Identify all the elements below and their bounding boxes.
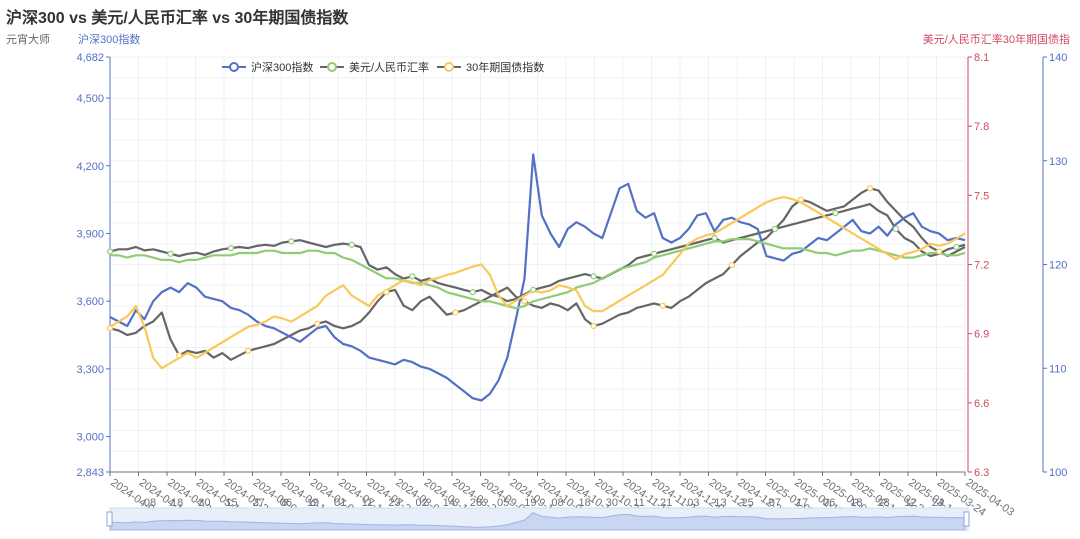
data-zoom-label: 12 — [905, 497, 917, 509]
right-axis-1-tick-label: 6.3 — [974, 467, 989, 479]
chart-title: 沪深300 vs 美元/人民币汇率 vs 30年期国债指数 — [6, 10, 349, 27]
data-point-bond30 — [521, 298, 528, 305]
left-axis-tick-label: 3,900 — [76, 228, 104, 240]
data-zoom-label: 25 — [742, 497, 754, 509]
right-axis-1-tick-label: 6.6 — [974, 398, 989, 410]
data-zoom-label: 26 — [470, 497, 482, 509]
left-axis-tick-label: 3,300 — [76, 364, 104, 376]
left-axis-tick-label: 4,682 — [76, 52, 104, 64]
legend-marker-2[interactable] — [444, 62, 454, 72]
right-axis-1-tick-label: 7.5 — [974, 190, 989, 202]
data-zoom-label: 06 — [280, 497, 292, 509]
right-axis-2-tick-label: 110 — [1049, 363, 1067, 375]
data-zoom-label: 19 — [524, 497, 536, 509]
data-point-usdcny — [650, 250, 658, 257]
data-zoom-label: 17 — [796, 497, 808, 509]
data-zoom-handle-right[interactable] — [963, 511, 970, 527]
right-axis-1-tick-label: 6.9 — [974, 329, 989, 341]
left-axis-tick-label: 2,843 — [76, 467, 104, 479]
series-line-gray-2 — [109, 187, 966, 361]
data-zoom-label: 01 — [334, 497, 346, 509]
data-zoom-label: 18 — [850, 497, 862, 509]
data-zoom-label: 19 — [307, 497, 319, 509]
data-point-usdcny — [590, 273, 597, 280]
data-zoom-label: 02 — [416, 497, 428, 509]
data-zoom-label: 11 — [362, 497, 373, 509]
data-zoom-label: 06 — [823, 497, 835, 509]
data-zoom-label: 28 — [877, 497, 889, 509]
data-zoom-label: 23 — [388, 497, 400, 509]
legend-item-0[interactable]: 沪深300指数 — [251, 60, 313, 74]
data-point-usdcny — [530, 286, 537, 293]
data-point-usdcny — [832, 210, 839, 217]
left-axis-tick-label: 4,500 — [76, 93, 104, 105]
data-zoom-label: 14 — [443, 497, 455, 509]
data-zoom-label: 18 — [171, 497, 183, 509]
series-line-1 — [110, 238, 966, 310]
data-point-usdcny — [953, 243, 960, 251]
data-point-usdcny — [106, 248, 114, 255]
data-point-usdcny — [227, 245, 235, 252]
data-point-bond30 — [590, 322, 597, 330]
data-point-usdcny — [892, 225, 900, 233]
data-point-usdcny — [348, 241, 355, 248]
right-axis-1-tick-label: 8.1 — [974, 52, 989, 64]
series-line-gray-1 — [109, 203, 966, 303]
data-point-bond30 — [452, 309, 459, 316]
data-point-bond30 — [175, 352, 183, 359]
data-zoom-label: 18 — [579, 497, 591, 509]
data-point-bond30 — [728, 261, 735, 269]
series-line-0 — [109, 153, 966, 402]
right-axis-1-tick-label: 7.8 — [974, 121, 989, 133]
data-zoom-label: 30 — [198, 497, 210, 509]
legend-item-2[interactable]: 30年期国债指数 — [466, 60, 544, 74]
source-label: 元宵大师 — [6, 34, 50, 46]
data-zoom-label: 11 — [633, 497, 644, 509]
right-axis-2-tick-label: 140 — [1049, 52, 1067, 64]
legend-marker-0[interactable] — [229, 62, 239, 72]
data-point-bond30 — [866, 185, 874, 192]
left-axis-tick-label: 3,600 — [76, 296, 104, 308]
data-zoom-preview — [109, 512, 966, 531]
left-axis-tick-label: 3,000 — [76, 432, 104, 444]
data-zoom-label: 30 — [606, 497, 618, 509]
left-axis-name: 沪深300指数 — [78, 34, 141, 46]
data-zoom-label: 13 — [714, 497, 726, 509]
right-axis-2-tick-label: 120 — [1049, 260, 1067, 272]
data-point-bond30 — [797, 196, 805, 203]
data-zoom-label: 03 — [687, 497, 699, 509]
data-point-usdcny — [771, 225, 779, 233]
left-axis-tick-label: 4,200 — [76, 161, 104, 173]
right-axis-2-tick-label: 100 — [1049, 467, 1067, 479]
right-axis-2-tick-label: 130 — [1049, 156, 1067, 168]
data-point-bond30 — [383, 289, 390, 296]
data-zoom-label: 21 — [660, 497, 672, 509]
data-zoom-label: 05 — [497, 497, 509, 509]
right-axis-name: 美元/人民币汇率30年期国债指 — [922, 34, 1070, 46]
legend-marker-1[interactable] — [327, 62, 337, 72]
data-zoom-handle-left[interactable] — [106, 511, 113, 527]
data-point-bond30 — [935, 248, 943, 255]
data-point-usdcny — [288, 238, 295, 245]
data-point-bond30 — [659, 302, 666, 309]
data-point-usdcny — [167, 250, 174, 257]
data-point-bond30 — [106, 325, 114, 332]
data-point-usdcny — [409, 273, 416, 280]
legend-item-1[interactable]: 美元/人民币汇率 — [349, 60, 429, 74]
data-point-usdcny — [469, 289, 476, 296]
data-zoom-label: 27 — [253, 497, 265, 509]
series-line-2 — [109, 196, 966, 370]
data-zoom-label: 08 — [551, 497, 563, 509]
data-zoom-label: 08 — [144, 497, 156, 509]
data-zoom-label: 24 — [932, 497, 944, 509]
right-axis-1-tick-label: 7.2 — [974, 260, 989, 272]
data-zoom-label: 15 — [225, 497, 237, 509]
data-point-usdcny — [711, 234, 718, 242]
data-point-bond30 — [245, 347, 252, 354]
data-zoom-label: 07 — [769, 497, 781, 509]
data-point-bond30 — [314, 320, 321, 327]
